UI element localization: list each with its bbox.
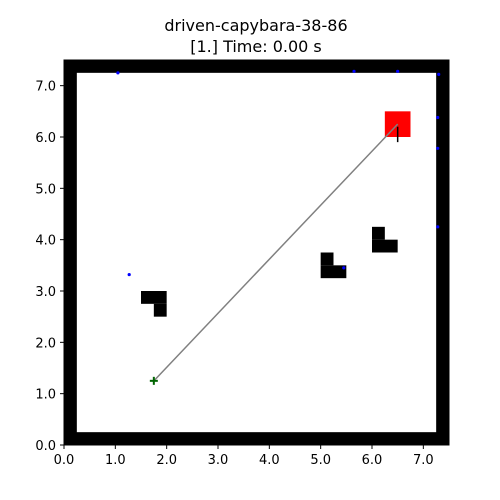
chart-title: driven-capybara-38-86	[164, 16, 347, 35]
boundary-wall-bottom	[64, 432, 449, 445]
blue-point-0	[116, 71, 119, 74]
blue-point-5	[436, 147, 439, 150]
y-tick-label-7: 7.0	[35, 80, 56, 95]
blue-point-1	[352, 70, 355, 73]
x-tick-label-4: 4.0	[259, 453, 280, 468]
x-tick-label-1: 1.0	[105, 453, 126, 468]
x-tick-label-2: 2.0	[156, 453, 177, 468]
blue-point-6	[436, 225, 439, 228]
blue-point-2	[396, 70, 399, 73]
x-tick-label-6: 6.0	[362, 453, 383, 468]
obstacle-left-top	[141, 291, 167, 304]
y-tick-label-6: 6.0	[35, 131, 56, 146]
y-tick-label-4: 4.0	[35, 234, 56, 249]
y-tick-label-1: 1.0	[35, 388, 56, 403]
y-tick-label-3: 3.0	[35, 285, 56, 300]
blue-point-3	[437, 73, 440, 76]
blue-point-4	[436, 116, 439, 119]
chart-subtitle: [1.] Time: 0.00 s	[190, 37, 322, 56]
obstacle-left-bottom	[154, 304, 167, 317]
boundary-wall-top	[64, 60, 449, 73]
y-tick-label-5: 5.0	[35, 182, 56, 197]
obstacle-middle-top	[321, 253, 334, 266]
boundary-wall-left	[64, 60, 77, 445]
obstacle-right-top	[372, 227, 385, 240]
blue-point-7	[128, 273, 131, 276]
x-tick-label-3: 3.0	[208, 453, 229, 468]
x-tick-label-0: 0.0	[54, 453, 75, 468]
x-tick-label-7: 7.0	[413, 453, 434, 468]
obstacle-right-bottom	[372, 240, 398, 253]
blue-point-8	[342, 266, 345, 269]
y-tick-label-2: 2.0	[35, 336, 56, 351]
y-tick-label-0: 0.0	[35, 439, 56, 454]
x-tick-label-5: 5.0	[310, 453, 331, 468]
